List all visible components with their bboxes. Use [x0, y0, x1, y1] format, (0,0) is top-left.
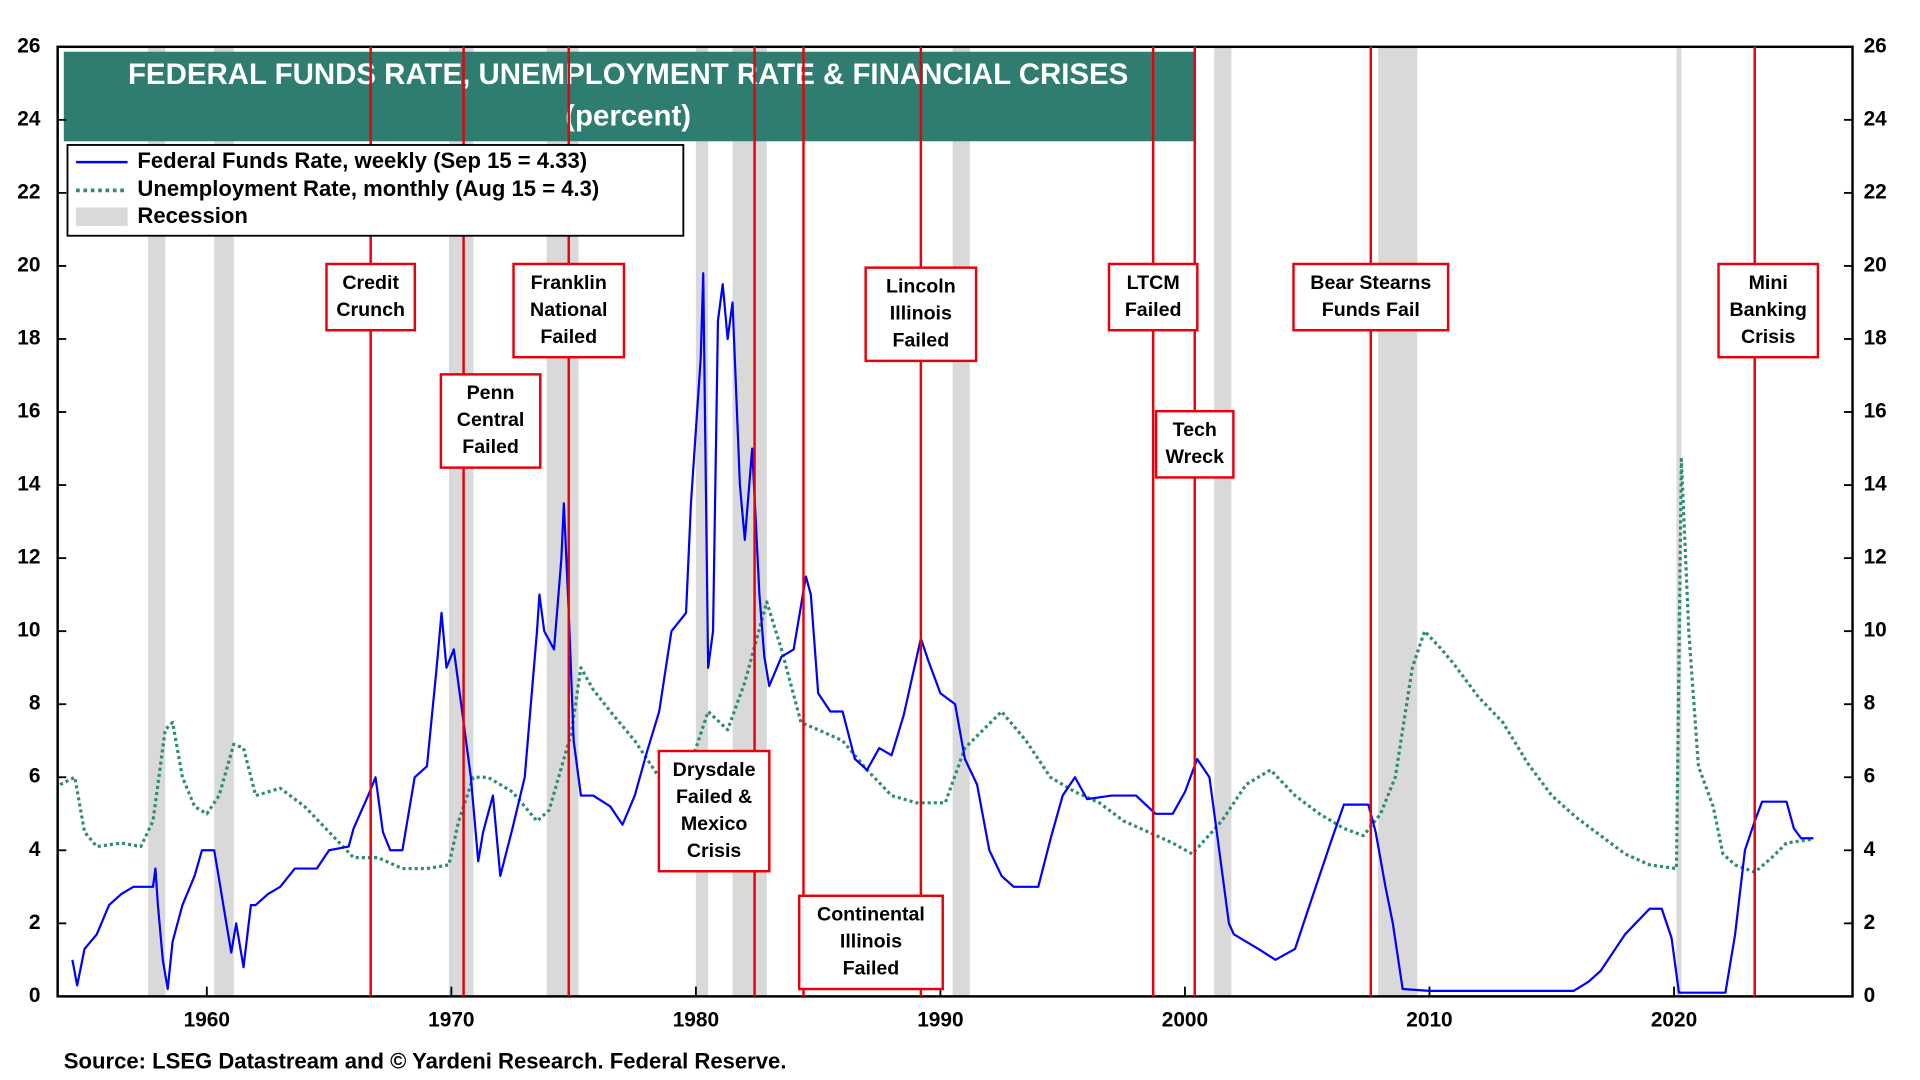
y2-tick-label: 10: [1864, 619, 1887, 642]
crisis-label: Failed: [1125, 299, 1182, 321]
x-tick-label: 1970: [428, 1008, 474, 1031]
y-tick-label: 10: [17, 619, 40, 642]
y2-tick-label: 26: [1864, 34, 1887, 57]
y-tick-label: 20: [17, 253, 40, 276]
y2-tick-label: 20: [1864, 253, 1887, 276]
crisis-label: Central: [457, 409, 525, 431]
crisis-label: Failed &: [676, 786, 752, 808]
recession-band: [952, 46, 970, 997]
y2-tick-label: 8: [1864, 692, 1876, 715]
recession-band: [148, 46, 166, 997]
legend-label: Recession: [137, 203, 247, 228]
crisis-label: Penn: [467, 382, 515, 404]
chart-title: FEDERAL FUNDS RATE, UNEMPLOYMENT RATE & …: [128, 58, 1128, 91]
legend-swatch: [76, 207, 128, 226]
x-tick-label: 1990: [917, 1008, 963, 1031]
crisis-label: National: [530, 299, 607, 321]
y-tick-label: 22: [17, 180, 40, 203]
crisis-label: Crunch: [336, 299, 405, 321]
recession-band: [1214, 46, 1232, 997]
x-tick-label: 2000: [1162, 1008, 1208, 1031]
crisis-label: Crisis: [1741, 326, 1796, 348]
crisis-label: Crisis: [687, 840, 742, 862]
y-tick-label: 6: [29, 765, 41, 788]
x-tick-label: 1980: [673, 1008, 719, 1031]
fed-funds-line: [71, 272, 1814, 994]
legend-box: [66, 144, 685, 237]
crisis-label-box: [325, 262, 417, 332]
crisis-label-box: [439, 373, 542, 469]
crisis-label: Tech: [1173, 419, 1217, 441]
y2-tick-label: 12: [1864, 546, 1887, 569]
crisis-label-box: [512, 262, 626, 359]
recession-band: [1676, 46, 1682, 997]
y-tick-label: 2: [29, 911, 41, 934]
y2-tick-label: 2: [1864, 911, 1876, 934]
crisis-label-box: [657, 749, 771, 873]
crisis-label-box: [1107, 262, 1199, 332]
title-box: [63, 51, 1194, 142]
y-tick-label: 0: [29, 984, 41, 1007]
y2-tick-label: 18: [1864, 326, 1887, 349]
y-tick-label: 12: [17, 546, 40, 569]
recession-band: [1378, 46, 1418, 997]
recession-band: [214, 46, 234, 997]
crisis-label-box: [1154, 409, 1235, 479]
y2-tick-label: 24: [1864, 107, 1888, 130]
crisis-label: Banking: [1730, 299, 1807, 321]
crisis-label: Failed: [843, 958, 900, 980]
y2-tick-label: 22: [1864, 180, 1887, 203]
plot-frame: [56, 45, 1854, 998]
crisis-label: Continental: [817, 904, 925, 926]
crisis-label-box: [1717, 262, 1820, 359]
y-tick-label: 8: [29, 692, 41, 715]
chart-subtitle: (percent): [565, 100, 691, 133]
y-tick-label: 4: [29, 838, 41, 861]
crisis-label: Drysdale: [673, 759, 756, 781]
crisis-label: Mini: [1749, 272, 1788, 294]
crisis-label-box: [797, 894, 944, 991]
y-tick-label: 16: [17, 400, 40, 423]
crisis-label: Illinois: [840, 931, 902, 953]
crisis-label-box: [864, 266, 978, 363]
y-tick-label: 18: [17, 326, 40, 349]
crisis-label: Mexico: [681, 813, 748, 835]
crisis-label: LTCM: [1127, 272, 1180, 294]
y-tick-label: 26: [17, 34, 40, 57]
crisis-label: Wreck: [1165, 446, 1224, 468]
y-tick-label: 14: [17, 473, 41, 496]
source-note: Source: LSEG Datastream and © Yardeni Re…: [64, 1048, 787, 1073]
unemployment-line: [59, 457, 1812, 874]
x-tick-label: 1960: [184, 1008, 230, 1031]
y2-tick-label: 14: [1864, 473, 1888, 496]
crisis-label: Failed: [462, 436, 519, 458]
crisis-label: Failed: [540, 326, 597, 348]
y2-tick-label: 16: [1864, 400, 1887, 423]
y2-tick-label: 0: [1864, 984, 1876, 1007]
legend-label: Federal Funds Rate, weekly (Sep 15 = 4.3…: [137, 148, 587, 173]
y-tick-label: 24: [17, 107, 41, 130]
y2-tick-label: 6: [1864, 765, 1876, 788]
x-tick-label: 2010: [1406, 1008, 1452, 1031]
crisis-label: Credit: [342, 272, 399, 294]
crisis-label: Lincoln: [886, 275, 956, 297]
crisis-label: Failed: [893, 329, 950, 351]
y2-tick-label: 4: [1864, 838, 1876, 861]
x-tick-label: 2020: [1651, 1008, 1697, 1031]
crisis-label: Franklin: [531, 272, 607, 294]
crisis-label: Bear Stearns: [1310, 272, 1431, 294]
crisis-label-box: [1292, 262, 1450, 332]
crisis-label: Funds Fail: [1322, 299, 1420, 321]
crisis-label: Illinois: [890, 302, 952, 324]
legend-label: Unemployment Rate, monthly (Aug 15 = 4.3…: [137, 176, 599, 201]
